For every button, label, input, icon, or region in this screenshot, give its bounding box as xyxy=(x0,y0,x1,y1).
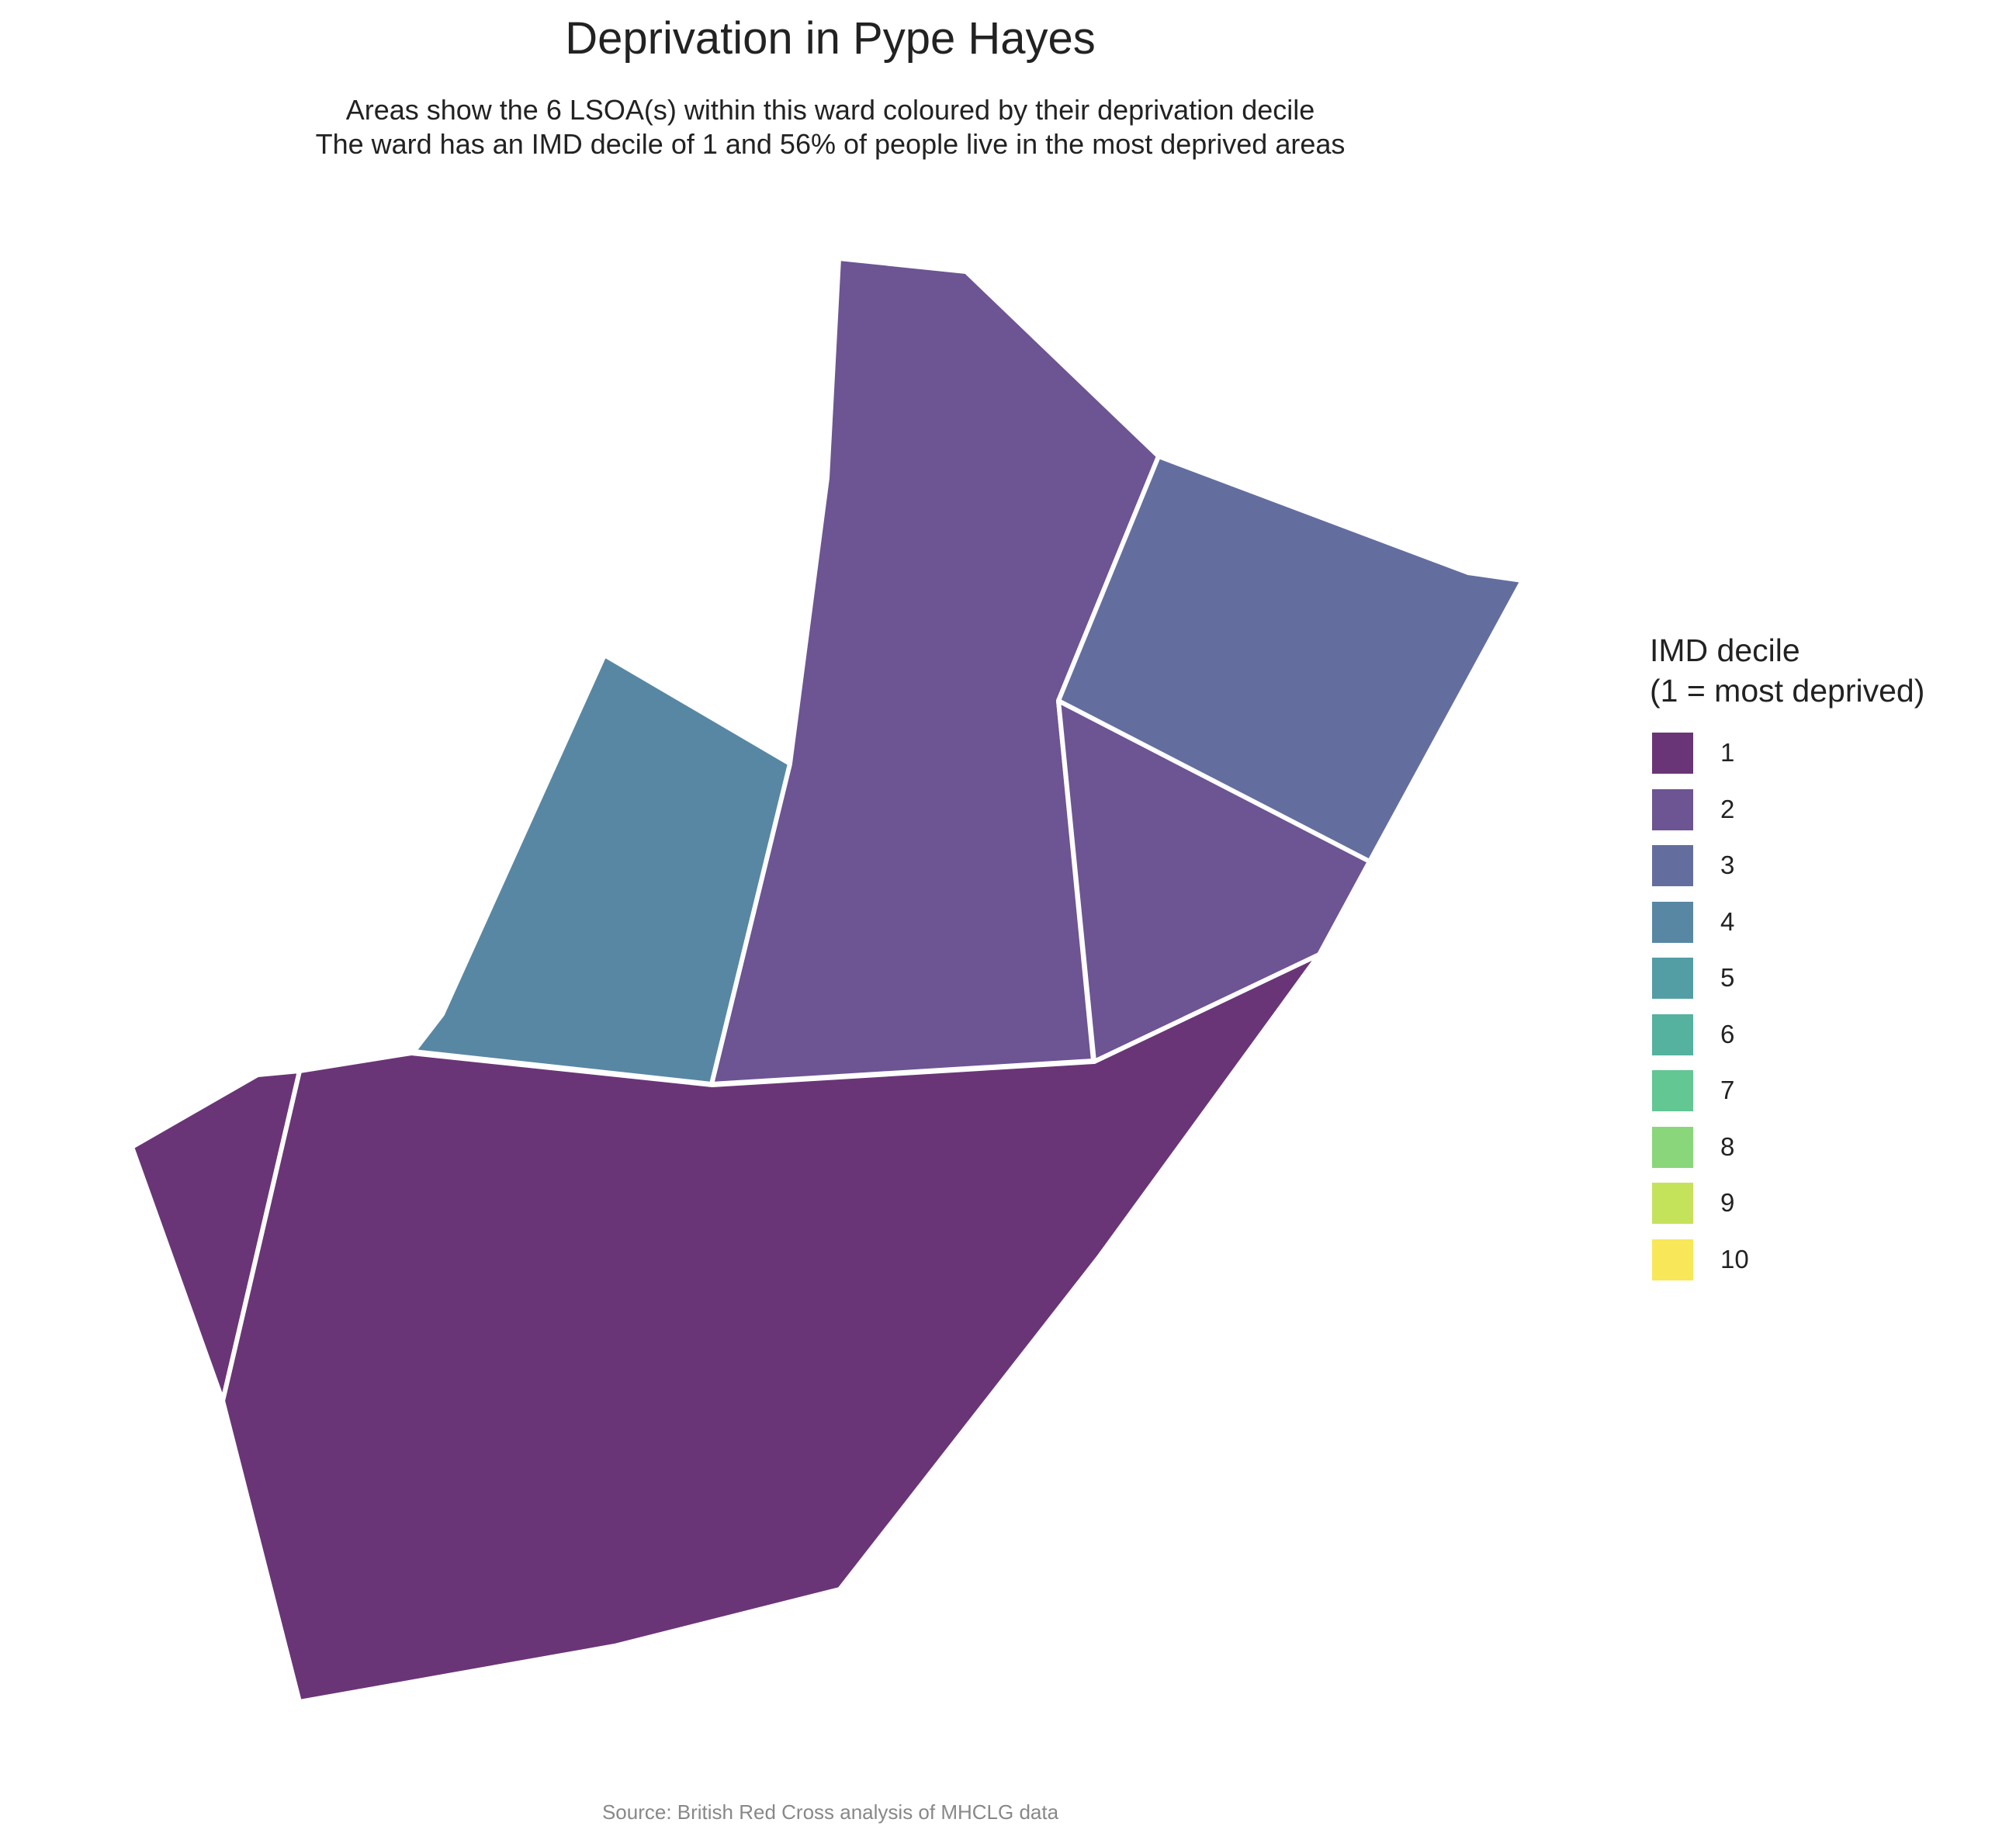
legend-item-4: 4 xyxy=(1650,900,1924,957)
legend-label-8: 8 xyxy=(1720,1131,1735,1161)
legend-item-6: 6 xyxy=(1650,1013,1924,1069)
legend-swatch-7 xyxy=(1652,1070,1693,1111)
legend-swatch-6 xyxy=(1652,1014,1693,1055)
chart-subtitle: Areas show the 6 LSOA(s) within this war… xyxy=(0,93,1661,161)
legend-swatch-9 xyxy=(1652,1183,1693,1224)
legend-swatch-4 xyxy=(1652,901,1693,943)
lsoa-area-north-east xyxy=(1056,454,1525,864)
legend-swatch-8 xyxy=(1652,1126,1693,1168)
legend-item-1: 1 xyxy=(1650,731,1924,788)
legend-title-line-1: IMD decile xyxy=(1650,632,1800,668)
legend-swatch-10 xyxy=(1652,1239,1693,1280)
legend-label-2: 2 xyxy=(1720,794,1735,823)
legend-label-10: 10 xyxy=(1720,1244,1749,1273)
legend-item-8: 8 xyxy=(1650,1125,1924,1182)
legend-items: 1 2 3 4 5 6 7 8 9 10 xyxy=(1650,731,1924,1294)
legend-label-1: 1 xyxy=(1720,738,1735,767)
legend-label-4: 4 xyxy=(1720,906,1735,936)
source-caption: Source: British Red Cross analysis of MH… xyxy=(601,1800,1059,1824)
legend-swatch-5 xyxy=(1652,958,1693,999)
legend-label-5: 5 xyxy=(1720,963,1735,992)
legend-label-9: 9 xyxy=(1720,1188,1735,1217)
lsoa-area-west-small xyxy=(130,1069,302,1403)
legend-item-10: 10 xyxy=(1650,1238,1924,1294)
chart-title: Deprivation in Pype Hayes xyxy=(565,13,1096,64)
legend-label-7: 7 xyxy=(1720,1076,1735,1104)
subtitle-line-2: The ward has an IMD decile of 1 and 56% … xyxy=(315,128,1346,160)
legend-label-3: 3 xyxy=(1720,851,1735,879)
legend-item-2: 2 xyxy=(1650,788,1924,844)
legend-title: IMD decile (1 = most deprived) xyxy=(1650,630,1924,711)
legend-item-5: 5 xyxy=(1650,956,1924,1013)
legend-item-9: 9 xyxy=(1650,1181,1924,1238)
legend: IMD decile (1 = most deprived) 1 2 3 4 5 6 7 8 9… xyxy=(1650,630,1924,1294)
legend-swatch-1 xyxy=(1652,733,1693,774)
legend-item-7: 7 xyxy=(1650,1069,1924,1125)
legend-swatch-2 xyxy=(1652,788,1693,830)
legend-swatch-3 xyxy=(1652,845,1693,886)
lsoa-area-central-west xyxy=(411,653,792,1086)
legend-item-3: 3 xyxy=(1650,844,1924,900)
legend-title-line-2: (1 = most deprived) xyxy=(1650,673,1925,709)
subtitle-line-1: Areas show the 6 LSOA(s) within this war… xyxy=(345,94,1315,126)
legend-label-6: 6 xyxy=(1720,1019,1735,1048)
